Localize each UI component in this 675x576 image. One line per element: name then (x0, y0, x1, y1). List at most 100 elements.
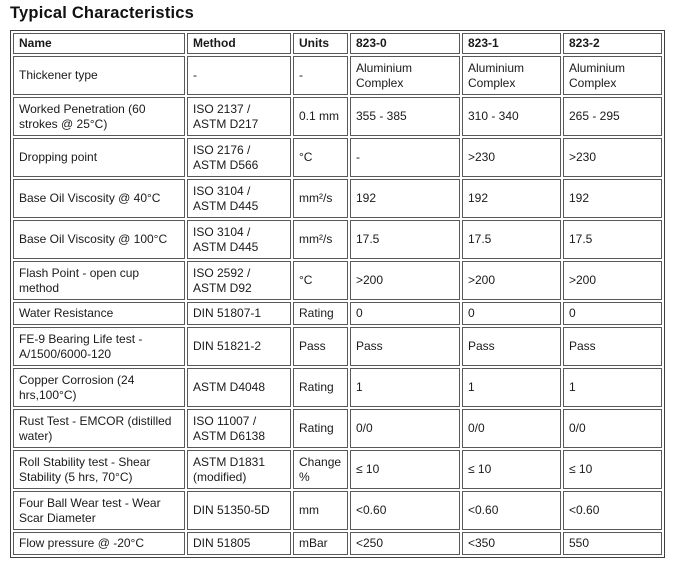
cell-823-1: <350 (462, 532, 561, 555)
cell-823-1: ≤ 10 (462, 450, 561, 489)
table-row: Four Ball Wear test - Wear Scar Diameter… (13, 491, 662, 530)
cell-823-1: Pass (462, 327, 561, 366)
column-header-823-2: 823-2 (563, 33, 662, 54)
cell-name: Four Ball Wear test - Wear Scar Diameter (13, 491, 185, 530)
cell-method: ISO 3104 / ASTM D445 (187, 179, 291, 218)
characteristics-table: Name Method Units 823-0 823-1 823-2 Thic… (10, 30, 665, 558)
cell-name: Rust Test - EMCOR (distilled water) (13, 409, 185, 448)
column-header-823-0: 823-0 (350, 33, 460, 54)
cell-method: - (187, 56, 291, 95)
cell-method: ASTM D4048 (187, 368, 291, 407)
table-row: Base Oil Viscosity @ 100°C ISO 3104 / AS… (13, 220, 662, 259)
cell-name: Roll Stability test - Shear Stability (5… (13, 450, 185, 489)
cell-method: DIN 51807-1 (187, 302, 291, 325)
cell-name: Base Oil Viscosity @ 40°C (13, 179, 185, 218)
cell-823-0: 192 (350, 179, 460, 218)
cell-method: ISO 3104 / ASTM D445 (187, 220, 291, 259)
cell-823-0: Pass (350, 327, 460, 366)
cell-823-1: >230 (462, 138, 561, 177)
cell-823-2: 265 - 295 (563, 97, 662, 136)
cell-units: mm²/s (293, 179, 348, 218)
cell-units: 0.1 mm (293, 97, 348, 136)
cell-823-0: 0/0 (350, 409, 460, 448)
cell-method: DIN 51821-2 (187, 327, 291, 366)
cell-823-0: ≤ 10 (350, 450, 460, 489)
cell-823-1: 17.5 (462, 220, 561, 259)
cell-823-2: 17.5 (563, 220, 662, 259)
cell-823-2: 550 (563, 532, 662, 555)
column-header-units: Units (293, 33, 348, 54)
cell-name: Dropping point (13, 138, 185, 177)
cell-name: Worked Penetration (60 strokes @ 25°C) (13, 97, 185, 136)
cell-823-1: 0/0 (462, 409, 561, 448)
page-title: Typical Characteristics (10, 4, 195, 22)
cell-823-0: 17.5 (350, 220, 460, 259)
cell-method: ISO 2592 / ASTM D92 (187, 261, 291, 300)
table-body: Thickener type - - Aluminium Complex Alu… (13, 56, 662, 555)
cell-method: ISO 2176 / ASTM D566 (187, 138, 291, 177)
table-row: Roll Stability test - Shear Stability (5… (13, 450, 662, 489)
column-header-823-1: 823-1 (462, 33, 561, 54)
cell-823-1: Aluminium Complex (462, 56, 561, 95)
cell-823-0: 0 (350, 302, 460, 325)
table-row: Water Resistance DIN 51807-1 Rating 0 0 … (13, 302, 662, 325)
cell-823-0: 355 - 385 (350, 97, 460, 136)
column-header-method: Method (187, 33, 291, 54)
cell-method: ISO 2137 / ASTM D217 (187, 97, 291, 136)
cell-823-0: >200 (350, 261, 460, 300)
cell-units: Rating (293, 368, 348, 407)
cell-823-1: 192 (462, 179, 561, 218)
cell-name: Flow pressure @ -20°C (13, 532, 185, 555)
cell-units: mBar (293, 532, 348, 555)
cell-823-1: 0 (462, 302, 561, 325)
table-row: Dropping point ISO 2176 / ASTM D566 °C -… (13, 138, 662, 177)
cell-method: ASTM D1831 (modified) (187, 450, 291, 489)
cell-823-0: - (350, 138, 460, 177)
cell-823-2: 192 (563, 179, 662, 218)
cell-823-2: 0/0 (563, 409, 662, 448)
cell-823-0: <250 (350, 532, 460, 555)
cell-name: Flash Point - open cup method (13, 261, 185, 300)
cell-method: DIN 51350-5D (187, 491, 291, 530)
cell-823-2: ≤ 10 (563, 450, 662, 489)
table-row: Worked Penetration (60 strokes @ 25°C) I… (13, 97, 662, 136)
cell-823-2: >200 (563, 261, 662, 300)
cell-823-2: 0 (563, 302, 662, 325)
cell-823-1: 1 (462, 368, 561, 407)
cell-823-1: 310 - 340 (462, 97, 561, 136)
cell-823-0: 1 (350, 368, 460, 407)
cell-units: °C (293, 138, 348, 177)
table-row: Base Oil Viscosity @ 40°C ISO 3104 / AST… (13, 179, 662, 218)
cell-823-1: <0.60 (462, 491, 561, 530)
cell-823-2: >230 (563, 138, 662, 177)
cell-units: mm (293, 491, 348, 530)
cell-823-0: Aluminium Complex (350, 56, 460, 95)
cell-823-1: >200 (462, 261, 561, 300)
cell-units: - (293, 56, 348, 95)
cell-units: °C (293, 261, 348, 300)
table-header: Name Method Units 823-0 823-1 823-2 (13, 33, 662, 54)
cell-823-0: <0.60 (350, 491, 460, 530)
table-row: Copper Corrosion (24 hrs,100°C) ASTM D40… (13, 368, 662, 407)
cell-units: Pass (293, 327, 348, 366)
table-row: Rust Test - EMCOR (distilled water) ISO … (13, 409, 662, 448)
column-header-name: Name (13, 33, 185, 54)
table-row: Thickener type - - Aluminium Complex Alu… (13, 56, 662, 95)
cell-method: DIN 51805 (187, 532, 291, 555)
cell-units: Rating (293, 302, 348, 325)
cell-823-2: Aluminium Complex (563, 56, 662, 95)
table-row: Flash Point - open cup method ISO 2592 /… (13, 261, 662, 300)
cell-name: FE-9 Bearing Life test - A/1500/6000-120 (13, 327, 185, 366)
cell-name: Thickener type (13, 56, 185, 95)
header-row: Name Method Units 823-0 823-1 823-2 (13, 33, 662, 54)
table-row: Flow pressure @ -20°C DIN 51805 mBar <25… (13, 532, 662, 555)
cell-name: Copper Corrosion (24 hrs,100°C) (13, 368, 185, 407)
cell-units: mm²/s (293, 220, 348, 259)
cell-method: ISO 11007 / ASTM D6138 (187, 409, 291, 448)
cell-823-2: Pass (563, 327, 662, 366)
cell-823-2: 1 (563, 368, 662, 407)
cell-name: Water Resistance (13, 302, 185, 325)
cell-units: Change % (293, 450, 348, 489)
cell-823-2: <0.60 (563, 491, 662, 530)
